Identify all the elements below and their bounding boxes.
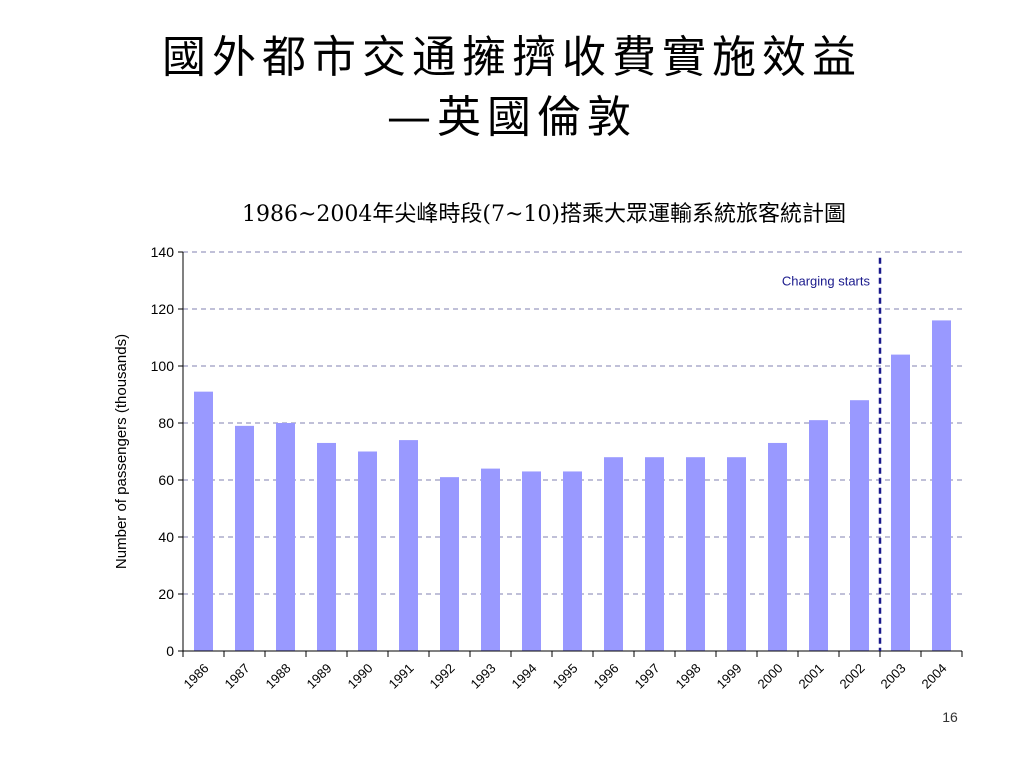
x-tick-label: 1994: [509, 661, 540, 692]
y-axis-label: Number of passengers (thousands): [113, 334, 130, 569]
bar-1996: [604, 457, 623, 651]
bar-1998: [686, 457, 705, 651]
slide-title-line2: —英國倫敦: [387, 92, 637, 143]
x-tick-label: 2002: [837, 661, 868, 692]
x-tick-label: 1997: [632, 661, 663, 692]
y-tick-label: 20: [158, 586, 174, 602]
y-tick-label: 120: [151, 301, 175, 317]
bar-1994: [522, 471, 541, 651]
x-tick-label: 1989: [304, 661, 335, 692]
bar-2000: [768, 442, 787, 651]
x-tick-label: 1993: [468, 661, 499, 692]
y-tick-label: 100: [151, 358, 175, 374]
x-tick-label: 1990: [345, 661, 376, 692]
x-tick-label: 1992: [427, 661, 458, 692]
x-tick-label: 1987: [222, 661, 253, 692]
bar-1988: [276, 423, 295, 651]
bar-1990: [358, 451, 377, 651]
x-tick-label: 2001: [796, 661, 827, 692]
page-number: 16: [942, 709, 958, 725]
x-tick-label: 1995: [550, 661, 581, 692]
x-tick-label: 2000: [755, 661, 786, 692]
slide-title-line1: 國外都市交通擁擠收費實施效益: [162, 32, 862, 83]
x-tick-label: 1996: [591, 661, 622, 692]
bar-1999: [727, 457, 746, 651]
bar-1997: [645, 457, 664, 651]
slide-title: 國外都市交通擁擠收費實施效益 —英國倫敦: [0, 28, 1024, 148]
y-tick-label: 40: [158, 529, 174, 545]
bar-1987: [235, 425, 254, 651]
x-tick-label: 1988: [263, 661, 294, 692]
bar-1992: [440, 477, 459, 651]
bar-1993: [481, 468, 500, 651]
bar-2003: [891, 354, 910, 651]
bar-1989: [317, 442, 336, 651]
x-tick-label: 1986: [181, 661, 212, 692]
y-tick-label: 60: [158, 472, 174, 488]
bar-2004: [932, 320, 951, 651]
y-tick-label: 80: [158, 415, 174, 431]
chart-title: 1986~2004年尖峰時段(7~10)搭乘大眾運輸系統旅客統計圖: [241, 202, 846, 227]
bar-1995: [563, 471, 582, 651]
y-tick-label: 140: [151, 244, 175, 260]
x-tick-label: 1998: [673, 661, 704, 692]
bar-1986: [194, 391, 213, 651]
x-tick-label: 1991: [386, 661, 417, 692]
x-tick-label: 1999: [714, 661, 745, 692]
y-tick-label: 0: [166, 643, 174, 659]
bar-2002: [850, 400, 869, 651]
bar-2001: [809, 420, 828, 651]
bar-1991: [399, 440, 418, 651]
x-tick-label: 2003: [878, 661, 909, 692]
charging-start-label: Charging starts: [782, 274, 871, 289]
x-tick-label: 2004: [919, 661, 950, 692]
